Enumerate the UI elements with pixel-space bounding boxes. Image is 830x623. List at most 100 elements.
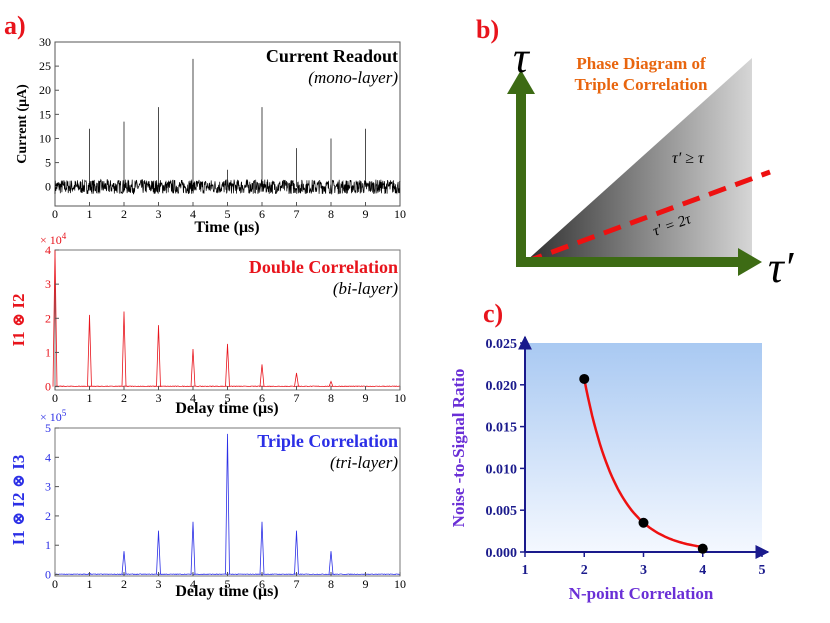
noise-xtick-label: 2 (581, 563, 588, 578)
triple-correlation-chart: 0 1 2 3 4 5 0 1 2 3 4 5 6 7 8 9 10 × 105 Triple Correla… (9, 408, 406, 600)
ytick-label: 3 (45, 480, 51, 494)
triple-xlabel: Delay time (μs) (175, 583, 278, 600)
triple-subtitle: (tri-layer) (330, 453, 398, 472)
xtick-label: 0 (52, 391, 58, 405)
data-point (697, 543, 708, 554)
ytick-label: 2 (45, 311, 51, 325)
ytick-label: 4 (45, 243, 51, 257)
current-xlabel: Time (μs) (194, 219, 259, 236)
triple-ylabel: I1 ⊗ I2 ⊗ I3 (9, 455, 28, 546)
ytick-label: 1 (45, 345, 51, 359)
xtick-label: 9 (363, 207, 369, 221)
noise-xtick-label: 5 (759, 563, 766, 578)
xtick-label: 5 (225, 391, 231, 405)
current-ylabel: Current (μA) (15, 84, 30, 164)
ytick-label: 10 (39, 131, 51, 145)
noise-xtick-label: 4 (699, 563, 706, 578)
xtick-label: 10 (394, 577, 406, 591)
ytick-label: 4 (45, 450, 51, 464)
ytick-label: 5 (45, 421, 51, 435)
ytick-label: 30 (39, 35, 51, 49)
xtick-label: 2 (121, 577, 127, 591)
xtick-label: 5 (225, 207, 231, 221)
noise-xtick-label: 3 (640, 563, 647, 578)
xtick-label: 9 (363, 577, 369, 591)
triple-title: Triple Correlation (257, 431, 398, 451)
ytick-label: 0 (45, 380, 51, 394)
ytick-label: 2 (45, 509, 51, 523)
noise-ytick-label: 0.025 (486, 337, 518, 352)
xtick-label: 8 (328, 577, 334, 591)
noise-xtick-label: 1 (522, 563, 529, 578)
current-title: Current Readout (266, 46, 398, 66)
phase-title-line2: Triple Correlation (575, 75, 709, 94)
xtick-label: 4 (190, 207, 196, 221)
xtick-label: 4 (190, 577, 196, 591)
xtick-label: 7 (294, 577, 300, 591)
xtick-label: 8 (328, 391, 334, 405)
double-xlabel: Delay time (μs) (175, 400, 278, 417)
xtick-label: 10 (394, 207, 406, 221)
double-ylabel: I1 ⊗ I2 (9, 294, 28, 347)
xtick-label: 1 (87, 391, 93, 405)
tau-prime-2tau-line (524, 169, 771, 265)
current-subtitle: (mono-layer) (308, 68, 398, 87)
ytick-label: 0 (45, 568, 51, 582)
panel-a-label: a) (4, 11, 26, 40)
data-point (579, 373, 590, 384)
phase-diagram: τ τ′ Phase Diagram of Triple Correlation… (507, 33, 795, 292)
ytick-label: 20 (39, 83, 51, 97)
panel-c-label: c) (483, 299, 503, 328)
current-trace (54, 58, 401, 195)
xtick-label: 8 (328, 207, 334, 221)
ytick-label: 15 (39, 107, 51, 121)
xtick-label: 1 (87, 577, 93, 591)
xtick-label: 1 (87, 207, 93, 221)
double-correlation-chart: 0 1 2 3 4 0 1 2 3 4 5 6 7 8 9 10 × 104 Double Correlat… (9, 231, 406, 417)
phase-region (525, 58, 752, 262)
xtick-label: 7 (294, 391, 300, 405)
xtick-label: 3 (156, 207, 162, 221)
xtick-label: 5 (225, 577, 231, 591)
ytick-label: 25 (39, 59, 51, 73)
xtick-label: 2 (121, 207, 127, 221)
triple-multiplier: × 105 (40, 408, 67, 424)
xtick-label: 2 (121, 391, 127, 405)
xtick-label: 0 (52, 577, 58, 591)
xtick-label: 7 (294, 207, 300, 221)
xtick-label: 10 (394, 391, 406, 405)
ytick-label: 0 (45, 180, 51, 194)
ytick-label: 1 (45, 538, 51, 552)
xtick-label: 3 (156, 391, 162, 405)
phase-title-line1: Phase Diagram of (576, 54, 706, 73)
panel-b-label: b) (476, 15, 499, 44)
ytick-label: 3 (45, 277, 51, 291)
noise-ytick-label: 0.000 (486, 546, 518, 561)
xtick-label: 6 (259, 207, 265, 221)
ytick-label: 5 (45, 156, 51, 170)
data-point (638, 517, 649, 528)
double-title: Double Correlation (249, 257, 398, 277)
tau-prime-axis-arrowhead (738, 248, 762, 276)
noise-plot-area (525, 343, 762, 552)
xtick-label: 4 (190, 391, 196, 405)
noise-ylabel: Noise -to-Signal Ratio (449, 369, 468, 528)
xtick-label: 9 (363, 391, 369, 405)
noise-ytick-label: 0.020 (486, 379, 518, 394)
tau-axis-symbol: τ (513, 33, 531, 82)
noise-ytick-label: 0.010 (486, 462, 518, 477)
double-multiplier: × 104 (40, 231, 67, 247)
current-readout-chart: 0 5 10 15 20 25 30 0 1 2 3 4 5 6 7 8 9 10 Current Readou… (15, 35, 406, 236)
noise-signal-chart: 0.000 0.005 0.010 0.015 0.020 0.025 1 2 3 4 5 N-p… (449, 335, 770, 603)
noise-xlabel: N-point Correlation (569, 584, 714, 603)
xtick-label: 0 (52, 207, 58, 221)
noise-ytick-label: 0.015 (486, 421, 518, 436)
xtick-label: 6 (259, 577, 265, 591)
double-subtitle: (bi-layer) (333, 279, 398, 298)
region-label: τ′ ≥ τ (672, 150, 705, 167)
xtick-label: 6 (259, 391, 265, 405)
xtick-label: 3 (156, 577, 162, 591)
tau-axis-arrowhead (507, 70, 535, 94)
